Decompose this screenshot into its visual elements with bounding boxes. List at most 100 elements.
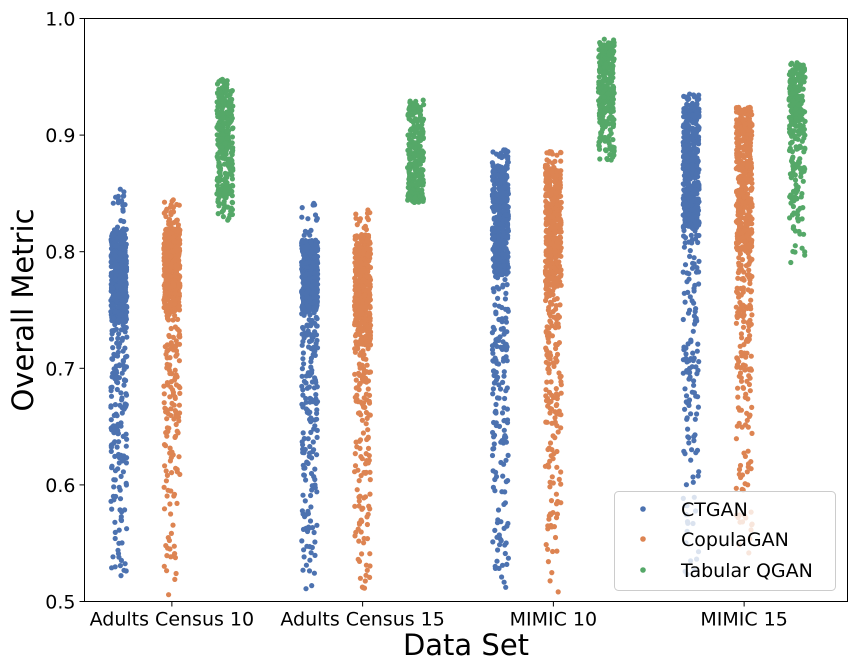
point-copulagan [548, 512, 554, 518]
point-ctgan [110, 318, 116, 324]
point-copulagan [352, 503, 358, 509]
point-ctgan [681, 290, 687, 296]
point-ctgan [306, 271, 312, 277]
point-copulagan [748, 353, 754, 359]
point-copulagan [176, 275, 182, 281]
point-ctgan [115, 200, 121, 206]
point-copulagan [746, 336, 752, 342]
point-ctgan [122, 282, 128, 288]
point-ctgan [495, 507, 502, 513]
point-ctgan [117, 231, 123, 237]
point-ctgan [694, 265, 700, 271]
point-copulagan [748, 289, 754, 295]
point-copulagan [171, 491, 178, 497]
point-ctgan [503, 457, 509, 463]
point-ctgan [688, 457, 694, 463]
point-ctgan [490, 149, 496, 155]
point-copulagan [544, 172, 551, 178]
point-ctgan [308, 415, 314, 421]
point-copulagan [172, 408, 178, 414]
point-copulagan [544, 324, 550, 330]
point-copulagan [742, 168, 748, 174]
point-ctgan [312, 466, 318, 472]
point-copulagan [549, 260, 555, 266]
point-ctgan [312, 299, 318, 305]
point-copulagan [172, 576, 178, 583]
point-ctgan [123, 443, 129, 449]
point-copulagan [554, 342, 561, 348]
point-ctgan [684, 369, 690, 375]
point-ctgan [312, 212, 319, 218]
point-copulagan [547, 484, 553, 490]
point-ctgan [301, 547, 307, 553]
point-ctgan [686, 123, 692, 129]
point-copulagan [749, 132, 755, 138]
point-ctgan [299, 383, 305, 389]
point-copulagan [749, 312, 755, 318]
point-ctgan [494, 198, 500, 204]
point-ctgan [117, 402, 123, 408]
point-ctgan [301, 378, 307, 384]
point-ctgan [312, 377, 318, 383]
point-copulagan [161, 563, 167, 569]
point-copulagan [167, 450, 173, 456]
point-ctgan [109, 463, 115, 469]
point-ctgan [108, 444, 114, 450]
point-ctgan [689, 133, 695, 139]
point-ctgan [696, 232, 702, 239]
point-copulagan [357, 273, 363, 279]
point-ctgan [112, 369, 118, 375]
point-ctgan [108, 417, 114, 423]
point-copulagan [549, 151, 556, 157]
point-copulagan [367, 315, 373, 321]
point-ctgan [695, 125, 702, 131]
point-ctgan [686, 271, 692, 277]
point-copulagan [166, 243, 172, 249]
point-copulagan [737, 150, 743, 156]
point-ctgan [695, 473, 701, 479]
point-copulagan [166, 332, 172, 339]
point-ctgan [693, 450, 699, 456]
point-ctgan [502, 296, 508, 302]
point-ctgan [312, 476, 318, 483]
point-ctgan [114, 386, 120, 393]
point-ctgan [109, 301, 115, 307]
point-copulagan [365, 427, 371, 433]
point-ctgan [299, 214, 305, 220]
point-ctgan [117, 186, 123, 192]
point-ctgan [309, 337, 315, 343]
point-ctgan [491, 445, 497, 452]
point-copulagan [356, 558, 363, 565]
point-copulagan [161, 391, 167, 397]
point-copulagan [360, 365, 367, 372]
point-ctgan [682, 299, 688, 305]
point-ctgan [116, 304, 122, 310]
point-ctgan [682, 262, 689, 268]
point-ctgan [118, 473, 124, 479]
point-ctgan [495, 163, 501, 169]
point-ctgan [490, 324, 496, 330]
point-copulagan [162, 443, 169, 449]
point-copulagan [365, 435, 371, 441]
point-copulagan [542, 268, 549, 274]
point-copulagan [550, 214, 556, 220]
point-copulagan [359, 551, 365, 557]
point-ctgan [694, 97, 700, 103]
point-copulagan [552, 195, 558, 201]
point-ctgan [313, 392, 319, 398]
point-ctgan [681, 196, 687, 202]
point-ctgan [300, 350, 306, 356]
point-ctgan [684, 101, 690, 107]
point-copulagan [745, 327, 752, 334]
point-ctgan [305, 436, 311, 442]
point-ctgan [120, 322, 126, 328]
point-ctgan [493, 401, 499, 408]
point-ctgan [693, 214, 699, 220]
point-copulagan [747, 388, 753, 394]
point-copulagan [174, 217, 180, 223]
point-ctgan [119, 410, 125, 416]
point-copulagan [353, 291, 359, 297]
point-ctgan [504, 223, 510, 229]
point-copulagan [362, 470, 369, 476]
point-ctgan [502, 395, 508, 402]
